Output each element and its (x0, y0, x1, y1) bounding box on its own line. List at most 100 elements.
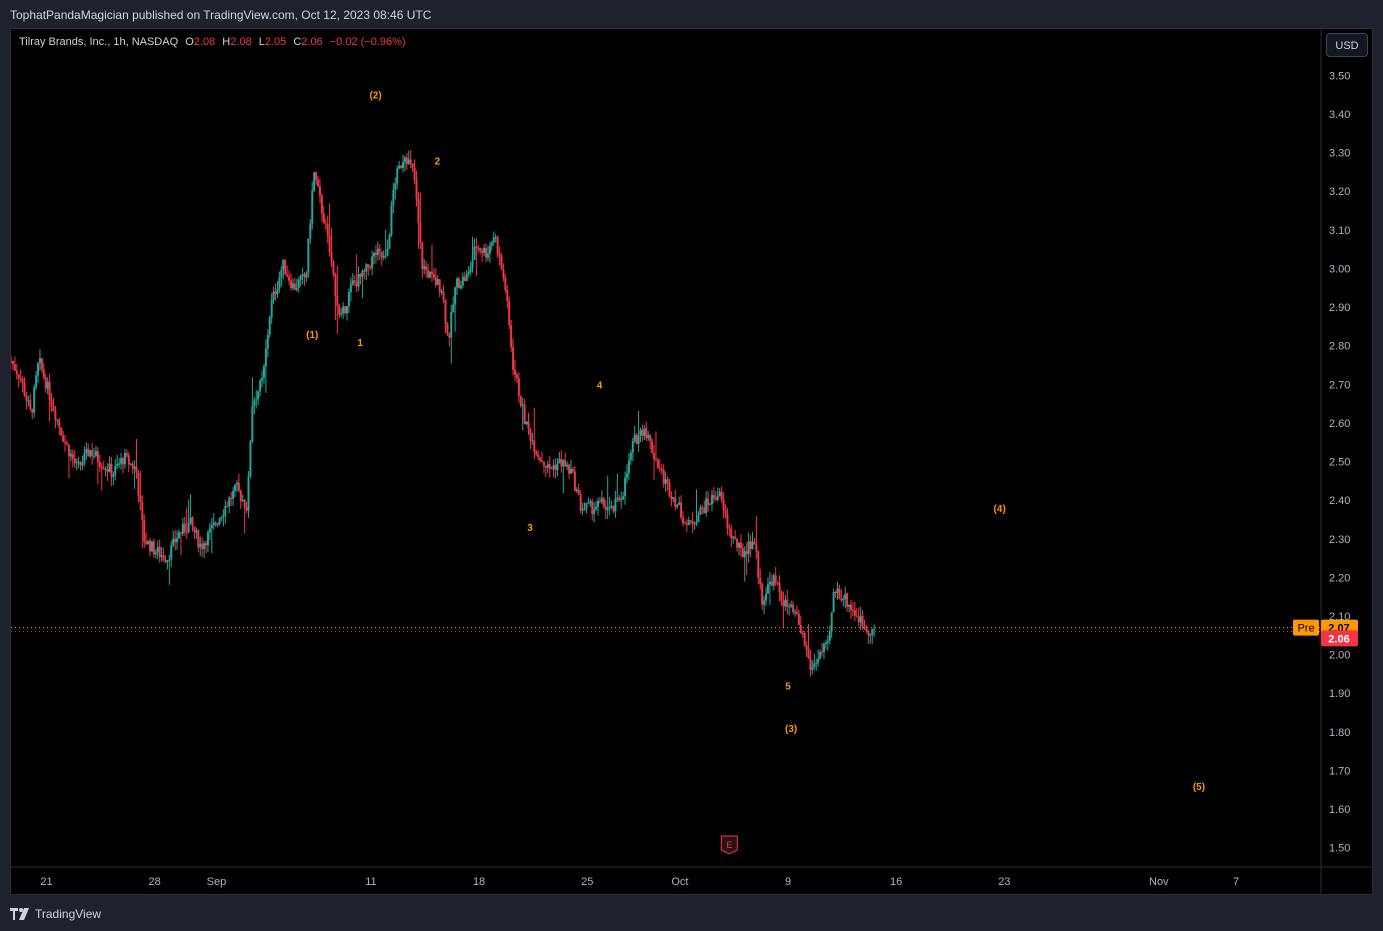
candle-body (253, 400, 256, 406)
candle-body (502, 268, 505, 278)
candle-body (336, 295, 339, 306)
candle-body (436, 279, 439, 286)
candle-body (685, 523, 688, 525)
candle-body (822, 643, 825, 653)
candle-body (322, 213, 325, 224)
currency-button[interactable]: USD (1326, 33, 1368, 57)
candle-body (432, 273, 435, 278)
candle-body (289, 280, 292, 289)
candle-body (627, 460, 630, 474)
candle-body (376, 248, 379, 255)
candle-body (373, 252, 376, 257)
candle-body (515, 374, 518, 379)
candle-body (728, 527, 731, 529)
candle-body (683, 523, 686, 525)
candle-body (653, 452, 656, 460)
candle-body (803, 633, 806, 646)
candle-body (490, 242, 493, 246)
candle-body (50, 399, 53, 406)
candle-body (633, 434, 636, 441)
candle-body (546, 464, 549, 468)
candle-body (486, 253, 489, 258)
publisher-info: TophatPandaMagician published on Trading… (10, 8, 432, 22)
candle-body (637, 435, 640, 445)
candle-body (425, 266, 428, 271)
candle-body (651, 440, 654, 453)
candle-body (689, 520, 692, 522)
candle-body (840, 598, 843, 601)
candle-body (456, 278, 459, 288)
candle-body (821, 651, 824, 653)
candle-body (483, 247, 486, 253)
candle-body (189, 517, 192, 523)
candle-body (654, 459, 657, 461)
candle-body (616, 497, 619, 499)
candle-body (504, 277, 507, 290)
candle-body (440, 291, 443, 293)
candle-body (681, 517, 684, 524)
candle-body (187, 522, 190, 533)
candle-body (291, 283, 294, 289)
candle-body (768, 581, 771, 585)
candle-body (205, 543, 208, 546)
publish-bar: TophatPandaMagician published on Trading… (0, 0, 1383, 28)
wave-label: (1) (306, 330, 318, 341)
candle-body (438, 279, 441, 293)
candle-body (531, 440, 534, 442)
candle-body (788, 606, 791, 608)
candle-body (828, 631, 831, 641)
candle-body (75, 462, 78, 464)
candle-body (797, 613, 800, 626)
candle-body (83, 453, 86, 463)
candle-body (179, 532, 182, 534)
low-value: 2.05 (264, 36, 287, 48)
candle-body (400, 165, 403, 168)
candle-body (407, 159, 410, 165)
candle-body (792, 604, 795, 612)
footer-bar: TradingView (0, 896, 1383, 931)
candle-body (598, 500, 601, 502)
candle-body (266, 334, 269, 349)
candle-body (786, 599, 789, 607)
tradingview-logo[interactable]: TradingView (10, 907, 101, 921)
candle-body (824, 642, 827, 644)
candle-body (62, 435, 65, 442)
candle-body (537, 454, 540, 458)
candle-body (475, 246, 478, 248)
candle-body (286, 274, 289, 277)
earnings-marker-icon (720, 835, 738, 855)
candle-body (585, 503, 588, 509)
candle-body (293, 283, 296, 290)
price-chart[interactable]: 3.603.503.403.303.203.103.002.902.802.70… (11, 29, 1372, 894)
candle-body (741, 548, 744, 558)
candle-body (795, 611, 798, 614)
candle-body (641, 430, 644, 436)
candle-body (201, 543, 204, 550)
chart-pane[interactable]: 3.603.503.403.303.203.103.002.902.802.70… (10, 28, 1373, 895)
footer-brand: TradingView (35, 907, 102, 921)
candle-body (670, 496, 673, 500)
candle-body (649, 435, 652, 441)
candle-body (340, 313, 343, 315)
candle-body (11, 361, 14, 365)
candle-body (535, 451, 538, 455)
candle-body (361, 270, 364, 277)
candle-body (581, 509, 584, 511)
candle-body (365, 264, 368, 272)
candle-body (554, 465, 557, 471)
candle-body (427, 270, 430, 278)
candle-body (309, 223, 312, 239)
y-tick-label: 3.00 (1329, 263, 1350, 275)
candle-body (345, 306, 348, 314)
candle-body (264, 348, 267, 367)
candle-body (635, 434, 638, 445)
change-value: −0.02 (−0.96%) (329, 36, 406, 48)
candle-body (697, 514, 700, 522)
candle-body (176, 538, 179, 543)
candle-body (668, 482, 671, 497)
candle-body (799, 625, 802, 634)
y-tick-label: 3.30 (1329, 148, 1350, 160)
candle-body (160, 555, 163, 557)
candle-body (191, 517, 194, 527)
candle-body (517, 378, 520, 397)
